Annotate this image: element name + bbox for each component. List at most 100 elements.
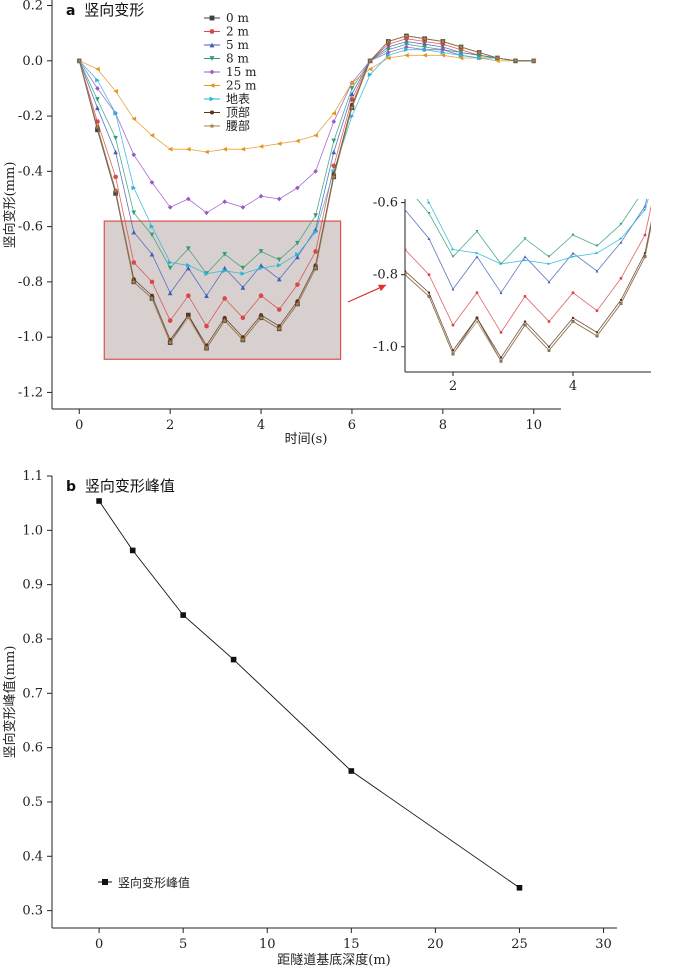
inset-data-point bbox=[427, 294, 431, 298]
inset-data-point bbox=[547, 320, 551, 323]
data-point-a bbox=[276, 326, 282, 331]
data-point-a bbox=[131, 279, 137, 284]
data-point-a bbox=[113, 111, 118, 116]
data-point-a bbox=[185, 315, 191, 320]
inset-data-point bbox=[451, 349, 455, 352]
y-tick-label-a: 0.2 bbox=[22, 0, 43, 14]
series-line-a bbox=[79, 54, 534, 153]
data-point-a bbox=[386, 47, 391, 53]
y-tick-label-b: 0.7 bbox=[22, 686, 43, 701]
inset-data-point bbox=[619, 276, 623, 280]
data-point-a bbox=[113, 174, 118, 180]
inset-data-point bbox=[499, 262, 503, 266]
data-point-a bbox=[404, 41, 409, 47]
data-point-a bbox=[222, 251, 227, 257]
inset-series-line bbox=[405, 224, 651, 362]
data-point-a bbox=[167, 260, 173, 265]
legend-a-label: 25 m bbox=[226, 79, 257, 93]
inset-data-point bbox=[547, 345, 551, 348]
data-point-a bbox=[150, 293, 154, 298]
x-tick-label-a: 2 bbox=[166, 418, 174, 433]
data-point-a bbox=[204, 345, 209, 351]
data-point-a bbox=[186, 265, 191, 271]
data-point-a bbox=[276, 196, 282, 202]
legend-a-marker bbox=[209, 69, 215, 75]
data-point-a bbox=[240, 271, 246, 276]
data-point-b bbox=[96, 498, 102, 504]
panel-a-title: a 竖向变形 bbox=[66, 1, 144, 19]
x-tick-label-b: 25 bbox=[511, 937, 528, 952]
inset-data-point bbox=[523, 323, 527, 327]
legend-a-marker bbox=[209, 96, 215, 102]
inset-data-point bbox=[451, 352, 455, 356]
data-point-a bbox=[295, 301, 300, 306]
data-point-a bbox=[422, 52, 427, 58]
data-point-a bbox=[131, 152, 137, 158]
series-line-b bbox=[98, 500, 520, 889]
inset-data-point bbox=[523, 237, 527, 241]
inset-data-point bbox=[475, 230, 479, 233]
legend-b-marker bbox=[102, 879, 108, 885]
inset-series-group bbox=[405, 199, 651, 363]
y-tick-label-b: 0.4 bbox=[22, 849, 43, 864]
y-tick-label-a: -0.4 bbox=[18, 164, 43, 179]
zoom-arrow bbox=[347, 284, 387, 303]
legend-a-label: 0 m bbox=[226, 11, 249, 25]
x-axis-label-a: 时间(s) bbox=[285, 432, 328, 447]
legend-a-label: 腰部 bbox=[226, 118, 250, 133]
x-tick-label-b: 30 bbox=[595, 937, 612, 952]
x-tick-label-a: 10 bbox=[525, 418, 542, 433]
inset-data-point bbox=[499, 356, 503, 359]
data-point-a bbox=[113, 149, 118, 155]
data-point-a bbox=[295, 185, 300, 191]
inset-data-point bbox=[405, 269, 407, 273]
legend-a-label: 15 m bbox=[226, 65, 257, 79]
x-tick-label-b: 5 bbox=[179, 937, 187, 952]
inset-data-point bbox=[499, 330, 503, 334]
inset-data-point bbox=[451, 287, 455, 291]
data-point-a bbox=[276, 262, 282, 268]
data-point-a bbox=[204, 323, 209, 329]
data-point-a bbox=[404, 33, 409, 38]
data-point-a bbox=[222, 296, 227, 301]
data-point-a bbox=[258, 249, 264, 254]
inset-data-point bbox=[619, 302, 623, 305]
data-point-a bbox=[313, 265, 318, 271]
inset-data-point bbox=[427, 237, 431, 241]
data-point-a bbox=[167, 204, 173, 210]
data-point-a bbox=[313, 169, 318, 174]
panel-b-title: b 竖向变形峰值 bbox=[66, 477, 175, 495]
data-point-a bbox=[331, 174, 337, 179]
data-point-a bbox=[313, 249, 318, 254]
data-point-a bbox=[76, 58, 82, 63]
data-point-a bbox=[240, 315, 246, 321]
data-point-a bbox=[476, 55, 482, 61]
data-point-a bbox=[113, 191, 118, 196]
data-point-a bbox=[276, 141, 282, 147]
data-point-a bbox=[313, 133, 318, 138]
data-point-a bbox=[95, 105, 100, 111]
data-point-a bbox=[95, 97, 100, 102]
data-point-a bbox=[331, 119, 337, 124]
legend-a-label: 5 m bbox=[226, 38, 249, 52]
x-tick-label-b: 20 bbox=[427, 937, 444, 952]
inset-y-tick-label: -1.0 bbox=[373, 340, 398, 355]
series-group-a bbox=[76, 33, 537, 351]
inset-data-point bbox=[451, 248, 455, 251]
data-point-a bbox=[349, 91, 355, 97]
data-point-a bbox=[440, 52, 446, 58]
series-line-a bbox=[78, 43, 534, 275]
inset-data-point bbox=[619, 298, 623, 302]
data-point-a bbox=[204, 149, 209, 155]
data-point-a bbox=[167, 290, 173, 296]
inset-series-line bbox=[405, 221, 651, 359]
inset-data-point bbox=[427, 212, 431, 215]
inset-data-point bbox=[523, 258, 527, 262]
data-point-a bbox=[295, 138, 300, 144]
inset-data-point bbox=[405, 208, 407, 212]
x-tick-label-a: 6 bbox=[348, 418, 356, 433]
data-point-b bbox=[348, 768, 355, 774]
inset-data-point bbox=[547, 255, 551, 259]
inset-data-point bbox=[595, 251, 599, 255]
data-point-a bbox=[331, 169, 337, 174]
